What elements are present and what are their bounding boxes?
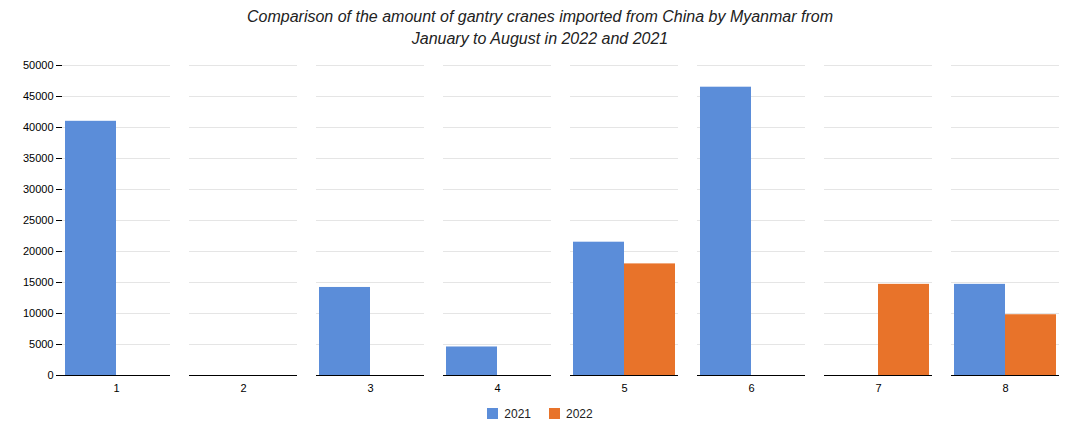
html-text:Comparison of the amount of ga: Comparison of the amount of gantry crane… <box>247 8 833 47</box>
svg-text:0: 0 <box>47 369 53 381</box>
html-text:2021: 2021 <box>504 407 531 422</box>
svg-text:5: 5 <box>621 382 627 394</box>
svg-text:45000: 45000 <box>23 90 54 102</box>
svg-text:35000: 35000 <box>23 152 54 164</box>
svg-text:30000: 30000 <box>23 183 54 195</box>
svg-text:25000: 25000 <box>23 214 54 226</box>
svg-text:15000: 15000 <box>23 276 54 288</box>
svg-text:10000: 10000 <box>23 307 54 319</box>
svg-text:20000: 20000 <box>23 245 54 257</box>
svg-text:5000: 5000 <box>29 338 53 350</box>
svg-text:4: 4 <box>494 382 500 394</box>
svg-text:50000: 50000 <box>23 59 54 71</box>
html-text:2022: 2022 <box>566 407 593 422</box>
svg-text:1: 1 <box>113 382 119 394</box>
svg-text:40000: 40000 <box>23 121 54 133</box>
svg-text:3: 3 <box>367 382 373 394</box>
svg-text:7: 7 <box>875 382 881 394</box>
svg-text:8: 8 <box>1002 382 1008 394</box>
svg-text:6: 6 <box>748 382 754 394</box>
svg-text:2: 2 <box>240 382 246 394</box>
